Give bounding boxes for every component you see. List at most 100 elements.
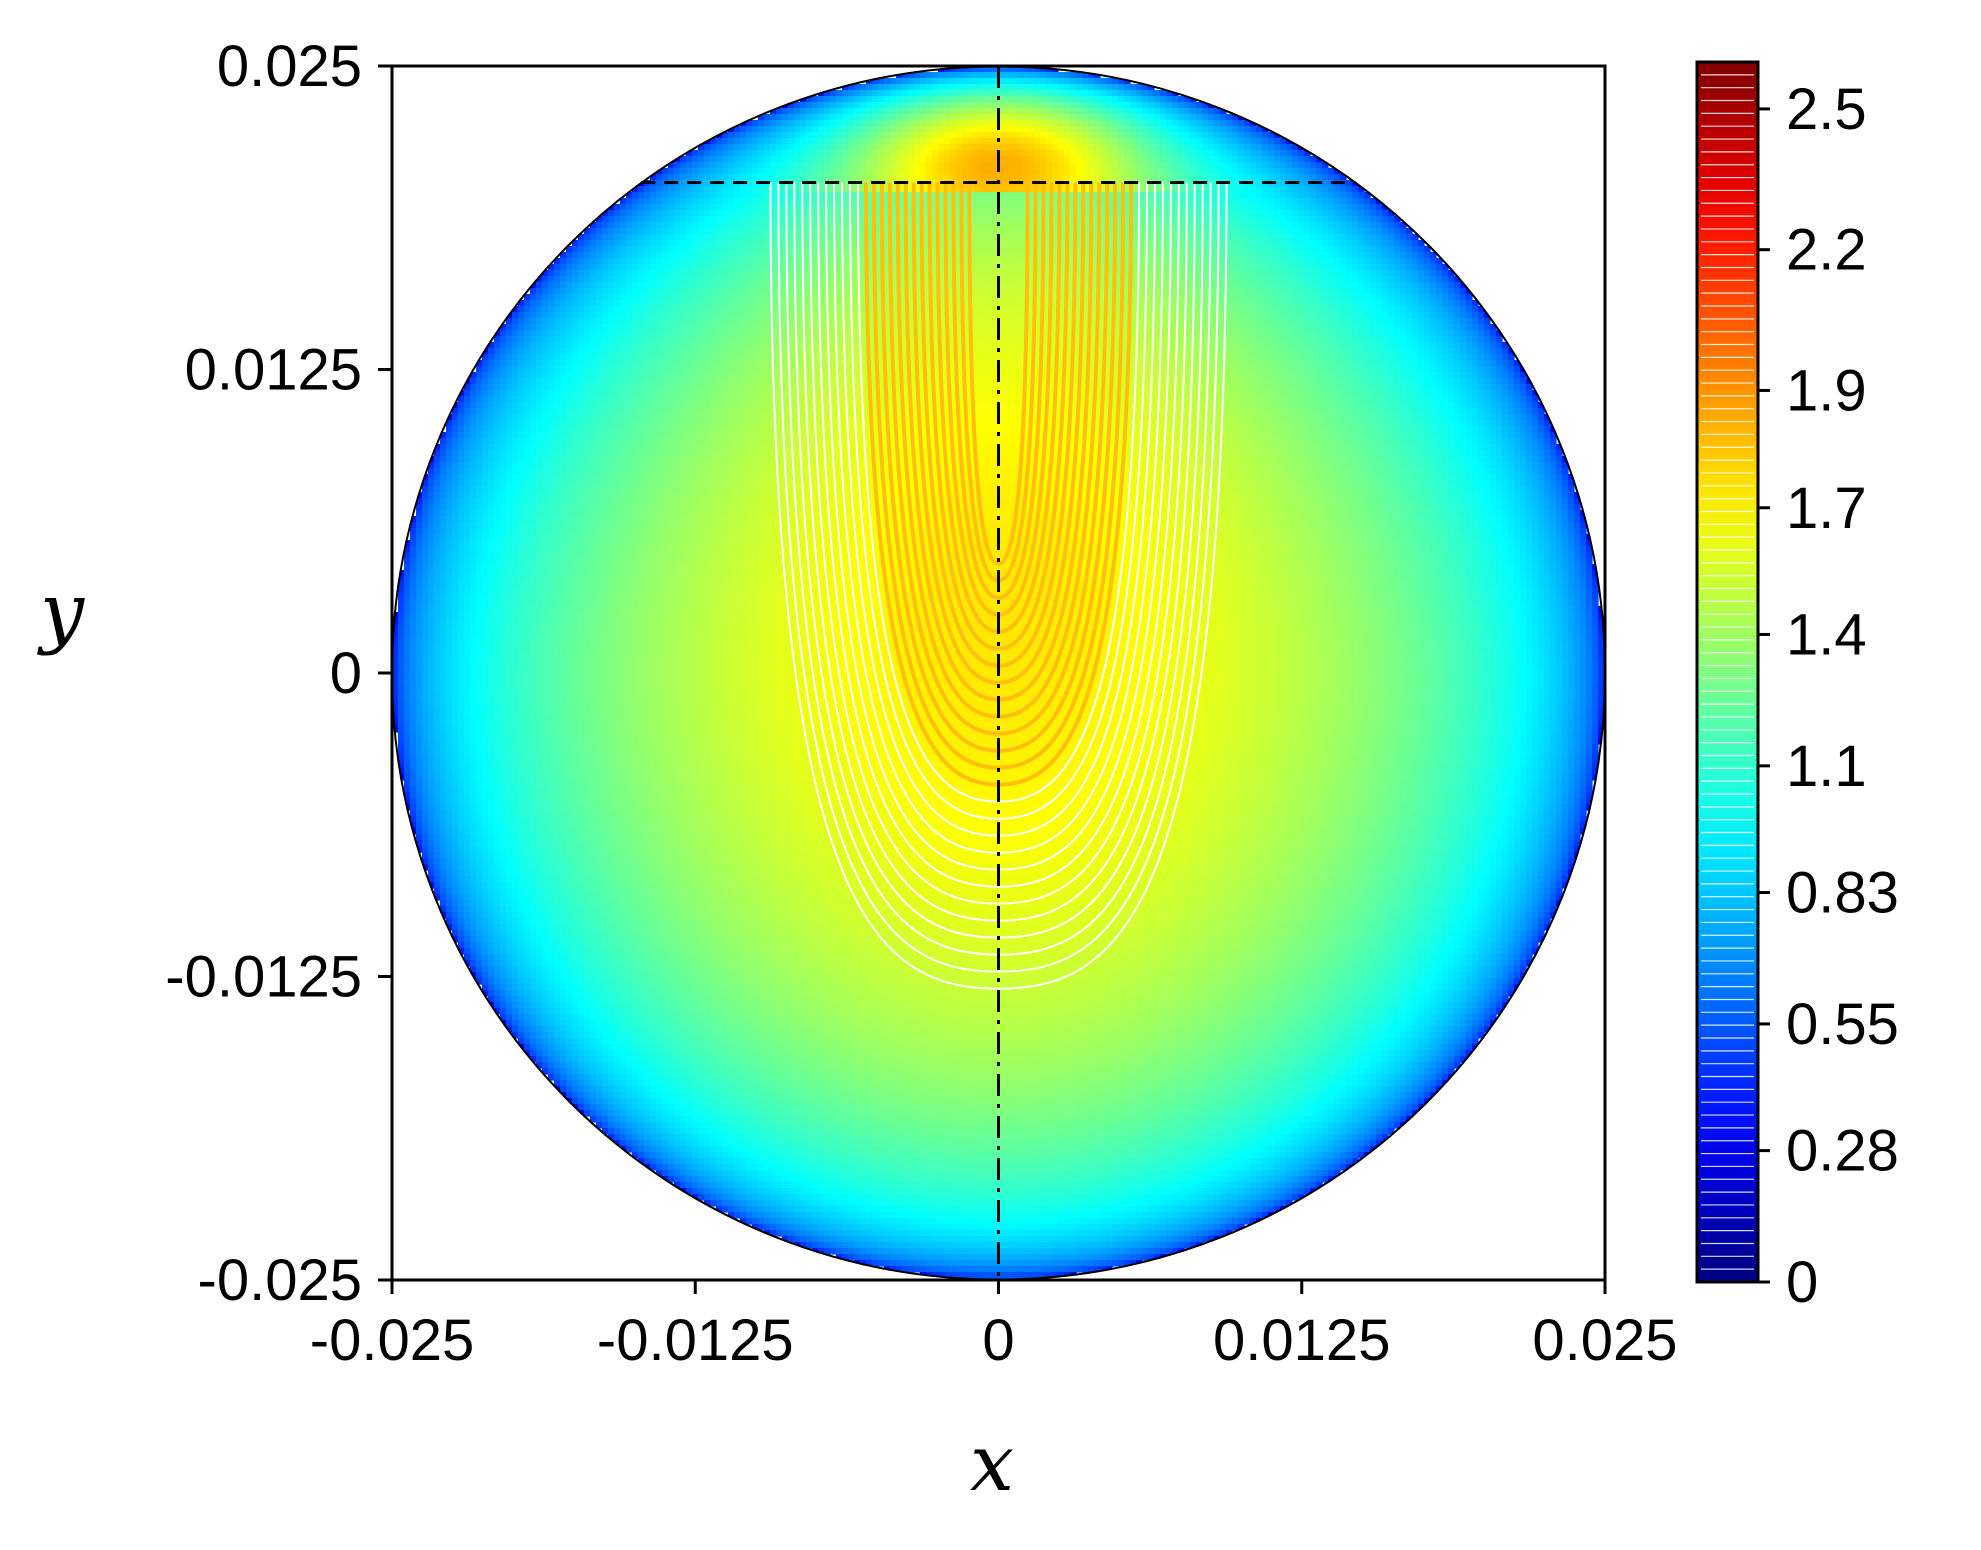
field-cell	[1298, 270, 1305, 277]
field-cell	[1064, 120, 1071, 127]
field-cell	[1022, 96, 1029, 103]
field-cell	[614, 216, 621, 223]
field-cell	[692, 294, 699, 301]
field-cell	[782, 174, 789, 181]
field-cell	[1028, 126, 1035, 133]
field-cell	[1232, 312, 1239, 319]
field-cell	[758, 138, 765, 145]
field-cell	[1250, 288, 1257, 295]
field-cell	[896, 84, 903, 91]
field-cell	[620, 264, 627, 271]
field-cell	[1016, 222, 1023, 229]
field-cell	[716, 138, 723, 145]
field-cell	[1106, 90, 1113, 97]
field-cell	[1172, 96, 1179, 103]
field-cell	[1298, 258, 1305, 265]
field-cell	[734, 144, 741, 151]
field-cell	[572, 306, 579, 313]
field-cell	[1202, 156, 1209, 163]
field-cell	[1064, 90, 1071, 97]
field-cell	[1160, 144, 1167, 151]
field-cell	[998, 144, 1005, 151]
field-cell	[1256, 252, 1263, 259]
field-cell	[1310, 198, 1317, 205]
field-cell	[1286, 300, 1293, 307]
field-cell	[548, 294, 555, 301]
field-cell	[1376, 306, 1383, 313]
field-cell	[614, 300, 621, 307]
field-cell	[1166, 156, 1173, 163]
field-cell	[1310, 294, 1317, 301]
field-cell	[698, 174, 705, 181]
field-cell	[1400, 306, 1407, 313]
field-cell	[662, 222, 669, 229]
field-cell	[1100, 120, 1107, 127]
field-cell	[1370, 204, 1377, 211]
field-cell	[1394, 240, 1401, 247]
field-cell	[1052, 150, 1059, 157]
field-cell	[914, 96, 921, 103]
field-cell	[1004, 186, 1011, 193]
field-cell	[1196, 144, 1203, 151]
field-cell	[1124, 120, 1131, 127]
field-cell	[728, 168, 735, 175]
field-cell	[974, 198, 981, 205]
field-cell	[710, 240, 717, 247]
field-cell	[1124, 162, 1131, 169]
field-cell	[1292, 276, 1299, 283]
field-cell	[1148, 102, 1155, 109]
field-cell	[938, 162, 945, 169]
field-cell	[716, 294, 723, 301]
field-cell	[1286, 306, 1293, 313]
field-cell	[710, 228, 717, 235]
field-cell	[794, 120, 801, 127]
field-cell	[1268, 174, 1275, 181]
field-cell	[1214, 120, 1221, 127]
field-cell	[878, 168, 885, 175]
field-cell	[1256, 276, 1263, 283]
field-cell	[878, 90, 885, 97]
field-cell	[1430, 276, 1437, 283]
field-cell	[1112, 108, 1119, 115]
field-cell	[1010, 174, 1017, 181]
field-cell	[590, 282, 597, 289]
field-cell	[512, 318, 519, 325]
field-cell	[902, 138, 909, 145]
field-cell	[620, 228, 627, 235]
field-cell	[1268, 264, 1275, 271]
field-cell	[1142, 174, 1149, 181]
field-cell	[986, 222, 993, 229]
field-cell	[1076, 90, 1083, 97]
field-cell	[758, 162, 765, 169]
field-cell	[926, 126, 933, 133]
field-cell	[980, 96, 987, 103]
field-cell	[1286, 282, 1293, 289]
field-cell	[710, 174, 717, 181]
field-cell	[680, 312, 687, 319]
field-cell	[1154, 90, 1161, 97]
field-cell	[1148, 108, 1155, 115]
field-cell	[1406, 258, 1413, 265]
field-cell	[1268, 300, 1275, 307]
field-cell	[1328, 312, 1335, 319]
field-cell	[884, 84, 891, 91]
field-cell	[884, 138, 891, 145]
field-cell	[980, 198, 987, 205]
field-cell	[734, 174, 741, 181]
field-cell	[872, 108, 879, 115]
field-cell	[1196, 198, 1203, 205]
field-cell	[974, 240, 981, 247]
field-cell	[1328, 288, 1335, 295]
field-cell	[1460, 312, 1467, 319]
field-cell	[1004, 138, 1011, 145]
field-cell	[1286, 216, 1293, 223]
field-cell	[1208, 156, 1215, 163]
field-cell	[1016, 108, 1023, 115]
field-cell	[1274, 318, 1281, 325]
field-cell	[950, 162, 957, 169]
field-cell	[1334, 222, 1341, 229]
field-cell	[836, 156, 843, 163]
field-cell	[698, 294, 705, 301]
field-cell	[1166, 102, 1173, 109]
field-cell	[1304, 168, 1311, 175]
